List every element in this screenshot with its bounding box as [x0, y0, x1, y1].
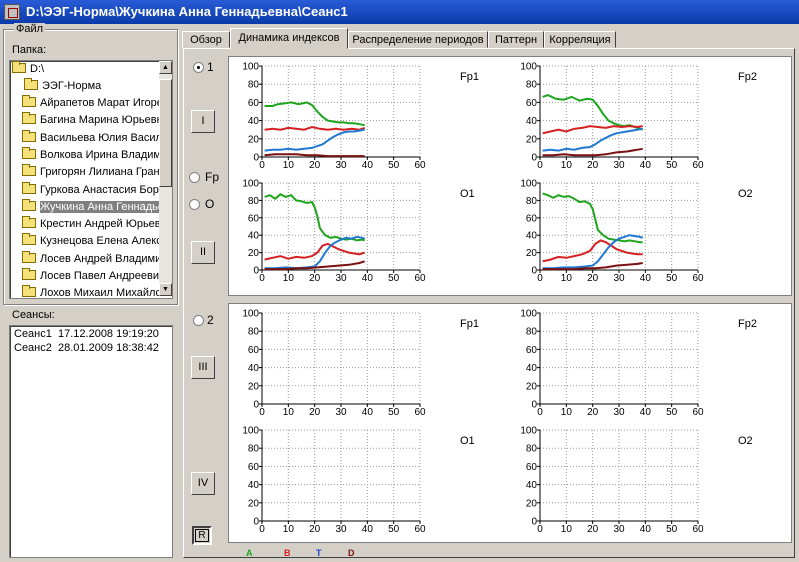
tab-panel — [183, 48, 795, 558]
session-name: Сеанс2 — [14, 342, 52, 354]
folder-icon — [22, 146, 36, 159]
tree-item-patient[interactable]: Кузнецова Елена Алексеевна — [22, 233, 170, 250]
folder-icon — [22, 285, 36, 298]
folder-tree[interactable]: D:\ ЭЭГ-Норма Айрапетов Марат Игоревич Баги… — [9, 60, 173, 299]
folder-icon — [22, 216, 36, 229]
button-IV[interactable]: IV — [191, 472, 215, 495]
radio-o-label: O — [205, 197, 215, 211]
tree-item-patient[interactable]: Айрапетов Марат Игоревич — [22, 95, 170, 112]
session-item[interactable]: Сеанс1 17.12.2008 19:19:20 — [12, 328, 161, 341]
tree-item-label: Лосев Андрей Владимирович — [40, 252, 170, 265]
window-title: D:\ЭЭГ-Норма\Жучкина Анна Геннадьевна\Се… — [26, 4, 348, 19]
radio-2[interactable] — [193, 315, 204, 326]
tree-item-label: D:\ — [30, 63, 45, 75]
button-II[interactable]: II — [191, 241, 215, 264]
folder-icon — [12, 61, 26, 73]
tree-item-patient[interactable]: Гуркова Анастасия Борисовна — [22, 181, 170, 199]
chart-section-2 — [228, 303, 792, 543]
tree-item-patient[interactable]: Жучкина Анна Геннадьевна — [22, 198, 170, 216]
tree-item-label: Жучкина Анна Геннадьевна — [40, 200, 170, 213]
tab-index-dynamics[interactable]: Динамика индексов — [230, 28, 348, 49]
radio-fp-label: Fp — [205, 170, 220, 184]
tree-item-patient[interactable]: Григорян Лилиана Грантовна — [22, 164, 170, 181]
tree-item-label: Гуркова Анастасия Борисовна — [40, 183, 170, 196]
folder-icon — [22, 198, 36, 211]
tree-item-label: Кузнецова Елена Алексеевна — [40, 235, 170, 248]
tree-item-label: Лохов Михаил Михайлович — [40, 287, 170, 299]
tree-item-label: Григорян Лилиана Грантовна — [40, 166, 170, 179]
folder-icon — [24, 78, 38, 90]
scroll-down-icon[interactable]: ▼ — [159, 283, 172, 296]
file-group — [3, 29, 178, 305]
folder-icon — [22, 112, 36, 125]
radio-2-label: 2 — [207, 313, 214, 327]
folder-icon — [22, 233, 36, 246]
tree-item-label: Васильева Юлия Васильевна — [40, 131, 170, 144]
button-R[interactable]: R — [192, 526, 212, 545]
tree-item-patient[interactable]: Лохов Михаил Михайлович — [22, 285, 170, 299]
tree-item-patient[interactable]: Васильева Юлия Васильевна — [22, 129, 170, 147]
legend-alpha: A — [246, 548, 253, 558]
session-datetime: 17.12.2008 19:19:20 — [58, 328, 159, 340]
button-III[interactable]: III — [191, 356, 215, 379]
tree-item-label: Багина Марина Юрьевна — [40, 114, 169, 127]
folder-icon — [22, 95, 36, 107]
folder-icon — [22, 129, 36, 142]
folder-icon — [22, 250, 36, 263]
tree-item-label: ЭЭГ-Норма — [42, 80, 102, 92]
tree-item-drive[interactable]: D:\ — [12, 61, 160, 78]
folder-icon — [22, 164, 36, 177]
radio-fp[interactable] — [189, 172, 200, 183]
session-item[interactable]: Сеанс2 28.01.2009 18:38:42 — [12, 342, 161, 355]
sessions-list[interactable]: Сеанс1 17.12.2008 19:19:20 Сеанс2 28.01.… — [9, 325, 173, 558]
folder-icon — [22, 268, 36, 280]
tree-item-label: Волкова Ирина Владимировна — [40, 148, 170, 161]
sessions-label: Сеансы: — [12, 309, 55, 321]
tree-item-label: Крестин Андрей Юрьевич — [40, 218, 170, 231]
button-I[interactable]: I — [191, 110, 215, 133]
legend-delta: D — [348, 548, 355, 558]
tree-scrollbar[interactable]: ▲ ▼ — [159, 61, 172, 296]
radio-1-label: 1 — [207, 60, 214, 74]
scroll-up-icon[interactable]: ▲ — [159, 61, 172, 74]
chart-section-1 — [228, 56, 792, 296]
legend-beta: B — [284, 548, 291, 558]
app-icon[interactable] — [4, 4, 20, 20]
title-bar: D:\ЭЭГ-Норма\Жучкина Анна Геннадьевна\Се… — [0, 0, 799, 24]
tree-item-patient[interactable]: Волкова Ирина Владимировна — [22, 146, 170, 164]
tab-overview[interactable]: Обзор — [182, 31, 230, 48]
radio-1[interactable] — [193, 62, 204, 73]
folder-label: Папка: — [12, 44, 47, 56]
scroll-thumb[interactable] — [159, 79, 172, 187]
tab-correlation[interactable]: Корреляция — [544, 31, 616, 48]
session-datetime: 28.01.2009 18:38:42 — [58, 342, 159, 354]
tree-item-label: Айрапетов Марат Игоревич — [40, 97, 170, 109]
tree-item-patient[interactable]: Крестин Андрей Юрьевич — [22, 216, 170, 233]
tree-item-patient[interactable]: Лосев Павел Андреевич — [22, 268, 170, 285]
tree-item-patient[interactable]: Багина Марина Юрьевна — [22, 112, 170, 129]
file-group-label: Файл — [14, 23, 46, 35]
tree-item-folder[interactable]: ЭЭГ-Норма — [24, 78, 172, 95]
tab-period-distribution[interactable]: Распределение периодов — [348, 31, 488, 48]
tab-pattern[interactable]: Паттерн — [488, 31, 544, 48]
tree-item-patient[interactable]: Лосев Андрей Владимирович — [22, 250, 170, 268]
button-R-label: R — [195, 529, 209, 542]
session-name: Сеанс1 — [14, 328, 52, 340]
radio-o[interactable] — [189, 199, 200, 210]
folder-icon — [22, 181, 36, 194]
legend-theta: T — [316, 548, 322, 558]
tree-item-label: Лосев Павел Андреевич — [40, 270, 165, 282]
